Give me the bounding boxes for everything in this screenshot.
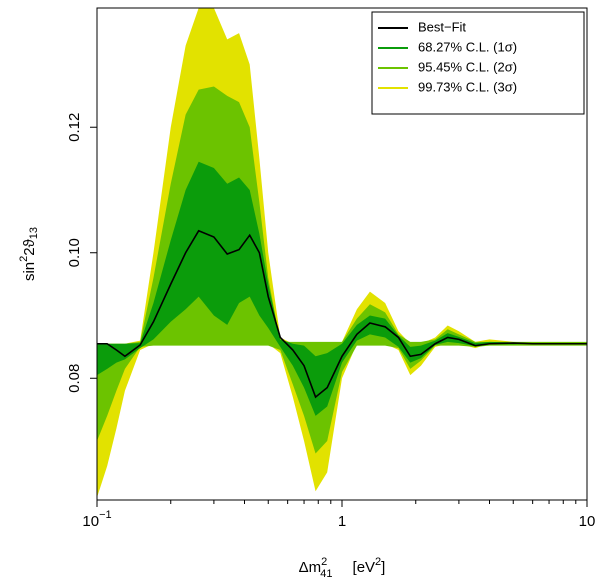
y-tick-label: 0.12	[66, 113, 83, 142]
x-label-part: Δm	[299, 559, 322, 576]
x-label-part: ]	[381, 559, 385, 576]
x-label-part: 41	[320, 568, 332, 580]
x-tick-label-base: 10	[82, 513, 99, 530]
y-label-part: 2	[18, 256, 30, 262]
y-tick-label: 0.10	[66, 238, 83, 267]
y-label-part: 2ϑ	[21, 238, 38, 255]
legend-label: 99.73% C.L. (3σ)	[418, 79, 517, 94]
x-tick-label: 10	[579, 513, 596, 530]
y-tick-label: 0.08	[66, 364, 83, 393]
legend-label: 68.27% C.L. (1σ)	[418, 39, 517, 54]
x-tick-label-exponent: −1	[99, 509, 112, 521]
x-label-part: 2	[375, 556, 381, 568]
legend-label: 95.45% C.L. (2σ)	[418, 59, 517, 74]
confidence-band	[97, 161, 587, 416]
plot-area	[97, 8, 587, 498]
y-label-part: 13	[28, 227, 40, 239]
x-tick-label: 10−1	[82, 509, 111, 530]
y-label-part: sin	[21, 262, 38, 281]
x-tick-label: 1	[338, 513, 346, 530]
x-axis-label: Δm2 41 [eV2]	[299, 556, 386, 580]
y-axis-label: sin22ϑ13	[18, 227, 40, 281]
x-label-part: 2	[321, 556, 327, 568]
legend-label: Best−Fit	[418, 19, 466, 34]
legend: Best−Fit 68.27% C.L. (1σ) 95.45% C.L. (2σ)…	[371, 11, 585, 115]
best-fit-line	[97, 229, 587, 399]
x-label-part: [eV	[353, 559, 376, 576]
